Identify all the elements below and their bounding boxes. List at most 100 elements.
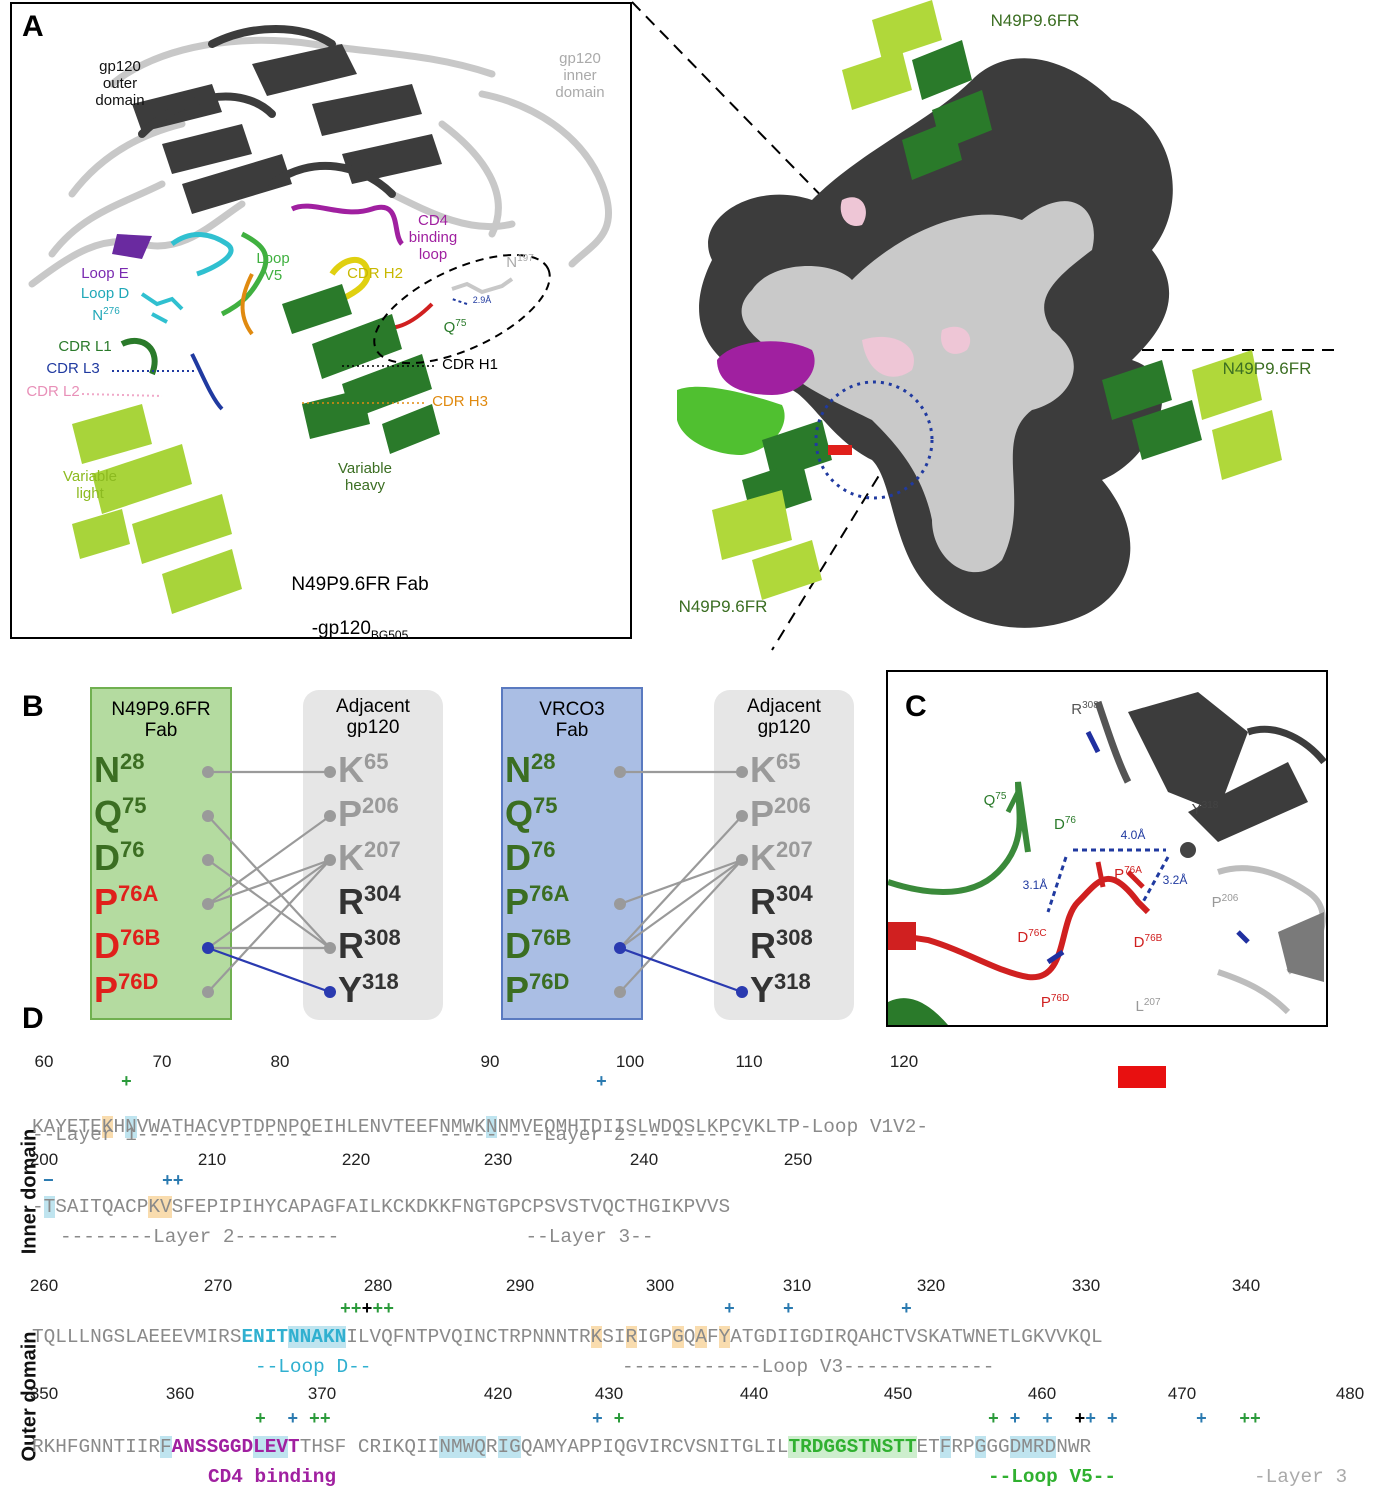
fab2-residue-q75: Q75: [505, 793, 558, 834]
loop-d-label: --Loop D--: [255, 1356, 372, 1378]
sign-v3-2: +: [783, 1300, 794, 1320]
fab2-residue-n28: N28: [505, 749, 556, 790]
loop-v1v2-marker: [1118, 1066, 1166, 1088]
gp120-2-residue-y318: Y318: [750, 969, 811, 1010]
fab2-hbond-line: [619, 946, 743, 994]
sequence-row-1: KAYETEKHNVWATHACVPTDPNPQEIHLENVTEEFNMWKN…: [32, 1094, 928, 1138]
sign-k97: +: [596, 1073, 607, 1093]
ruler-row-2: 200 210 220 230 240 250: [0, 1150, 1391, 1170]
seq1-a: KAYETEKHNVWATHACVPTDPNPQEIHLENVTEEFNMWKN…: [32, 1116, 929, 1138]
fab1-box: [90, 687, 232, 1020]
fab1-contact-dot: [202, 810, 214, 822]
fab2-contact-dot: [736, 854, 748, 866]
ruler-tick-label: 90: [480, 1052, 500, 1071]
c-label-dist-3-2: 3.2Å: [1162, 873, 1188, 887]
c-label-r308: R308: [1071, 700, 1099, 718]
label-cdr-h3: CDR H3: [432, 393, 488, 410]
trimer-surface-view: [632, 0, 1342, 651]
sequence-row-2: -TSAITQACPKVSFEPIPIHYCAPAGFAILKCKDKKFNGT…: [32, 1196, 731, 1218]
loop-v3-label: ------------Loop V3-------------: [622, 1356, 995, 1378]
ruler-tick-label: 370: [307, 1384, 337, 1403]
fab1-contact-dot: [324, 854, 336, 866]
ruler-tick-label: 360: [165, 1384, 195, 1403]
fab1-residue-p76d: P76D: [94, 969, 159, 1010]
c-label-dist-3-1: 3.1Å: [1022, 878, 1048, 892]
sign-v3-1: +: [724, 1300, 735, 1320]
fab2-contact-line: [619, 815, 743, 949]
sequence-row-3: TQLLLNGSLAEEEVMIRSENITNNAKNILVQFNTPVQINC…: [32, 1326, 1103, 1348]
fab2-residue-d76b: D76B: [505, 925, 572, 966]
ruler-row-1: 60 70 80 90 100 110 120: [0, 1052, 1391, 1072]
gp120-1-residue-r304: R304: [338, 881, 401, 922]
c-label-y318: Y318: [1191, 800, 1219, 818]
sign-t198: −: [43, 1172, 54, 1192]
fab1-residue-d76b: D76B: [94, 925, 161, 966]
ruler-tick-label: 330: [1071, 1276, 1101, 1295]
fab2-contact-dot: [736, 986, 748, 998]
sign-v3-3: +: [901, 1300, 912, 1320]
label-variable-heavy: Variable heavy: [338, 460, 392, 494]
fab1-contact-line: [207, 858, 331, 906]
fab2-residue-p76a: P76A: [505, 881, 570, 922]
layer-3-label: -Layer 3: [1254, 1466, 1348, 1488]
gp120-2-residue-p206: P206: [750, 793, 811, 834]
ruler-tick-label: 300: [645, 1276, 675, 1295]
panel-c-structure: [888, 692, 1326, 1025]
label-n276: N276: [92, 306, 120, 324]
contact-lines: [202, 766, 748, 998]
gp120-1-residue-p206: P206: [338, 793, 399, 834]
gp120-1-residue-y318: Y318: [338, 969, 399, 1010]
gp120-title-2: Adjacent gp120: [747, 696, 821, 738]
c-label-dist-4-0: 4.0Å: [1120, 828, 1146, 842]
label-loop-v5: Loop V5: [256, 250, 290, 284]
label-gp120-inner: gp120 inner domain: [555, 50, 605, 101]
fab2-contact-dot: [614, 898, 626, 910]
trimer-label-right: N49P9.6FR: [1222, 359, 1312, 378]
fab2-contact-dot: [736, 810, 748, 822]
panel-a-caption: N49P9.6FR Fab -gp120BG505: [291, 574, 429, 642]
ruler-tick-label: 120: [889, 1052, 919, 1071]
label-variable-light: Variable light: [63, 468, 117, 502]
cd4-binding-label: CD4 binding: [208, 1466, 336, 1488]
sign-loop-d: +++++: [340, 1300, 395, 1320]
label-loop-e: Loop E: [81, 265, 129, 282]
label-cdr-h1: CDR H1: [442, 356, 498, 373]
ruler-tick-label: 260: [29, 1276, 59, 1295]
gp120-1-residue-r308: R308: [338, 925, 401, 966]
fab2-box: [501, 687, 643, 1020]
ruler-tick-label: 460: [1027, 1384, 1057, 1403]
fab1-residue-p76a: P76A: [94, 881, 159, 922]
ruler-tick-label: 220: [341, 1150, 371, 1169]
panel-a-frame: [10, 2, 632, 639]
fab2-contact-line: [619, 859, 743, 949]
ruler-tick-label: 210: [197, 1150, 227, 1169]
fab1-residue-n28: N28: [94, 749, 145, 790]
ruler-tick-label: 280: [363, 1276, 393, 1295]
gp120-1-residue-k207: K207: [338, 837, 401, 878]
gp120-box-1: [303, 690, 443, 1020]
layer-row-2: --------Layer 2--------- --Layer 3--: [60, 1226, 654, 1248]
c-label-p76a: P76A: [1114, 865, 1142, 883]
ruler-tick-label: 60: [34, 1052, 54, 1071]
fab1-contact-line: [207, 815, 331, 905]
panel-c-frame: [886, 670, 1328, 1027]
sign-cd4: + + ++: [255, 1410, 331, 1430]
fab2-contact-dot: [736, 766, 748, 778]
ruler-tick-label: 250: [783, 1150, 813, 1169]
fab1-hbond-line: [207, 946, 331, 994]
fab2-residue-p76d: P76D: [505, 969, 570, 1010]
c-label-p206: P206: [1211, 893, 1239, 911]
fab2-contact-dot: [614, 986, 626, 998]
fab2-contact-line: [619, 859, 743, 993]
ruler-tick-label: 290: [505, 1276, 535, 1295]
label-gp120-outer: gp120 outer domain: [95, 58, 145, 109]
label-loop-d: Loop D: [80, 285, 130, 302]
c-label-d76: D76: [1054, 815, 1076, 833]
label-n197: N197: [506, 253, 534, 271]
ruler-tick-label: 350: [29, 1384, 59, 1403]
fab1-title: N49P9.6FR Fab: [111, 699, 211, 741]
ruler-tick-label: 340: [1231, 1276, 1261, 1295]
fab1-residue-d76: D76: [94, 837, 145, 878]
sign-k65: +: [121, 1073, 132, 1093]
loop-v5-label: --Loop V5--: [988, 1466, 1116, 1488]
